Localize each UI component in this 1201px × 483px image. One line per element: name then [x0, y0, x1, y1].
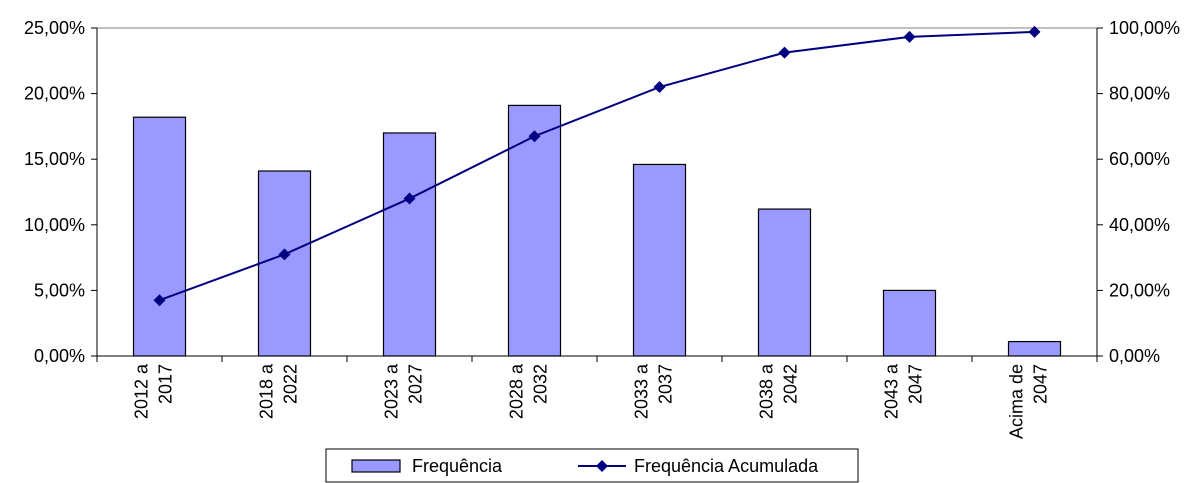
left-tick-label: 20,00% — [24, 84, 85, 104]
x-category-line: 2023 a — [382, 363, 402, 419]
bar — [882, 289, 937, 357]
x-category-line: 2018 a — [257, 363, 277, 419]
left-tick-label: 5,00% — [34, 280, 85, 300]
bar — [132, 116, 187, 357]
x-category-line: 2012 a — [132, 363, 152, 419]
x-category-line: 2047 — [906, 364, 926, 404]
legend-marker-swatch — [596, 460, 608, 472]
legend-label-frequencia: Frequência — [412, 456, 503, 476]
bar — [507, 104, 562, 357]
line-marker — [778, 46, 791, 59]
line-marker — [1028, 25, 1041, 38]
left-tick-label: 10,00% — [24, 215, 85, 235]
x-category-line: 2043 a — [882, 363, 902, 419]
line-marker — [278, 248, 291, 261]
x-axis: 2012 a 2017 2018 a 2022 2023 a 2027 2028 a 2032… — [96, 355, 1098, 439]
line-marker — [528, 130, 541, 143]
x-category-line: 2033 a — [632, 363, 652, 419]
right-tick-label: 0,00% — [1109, 346, 1160, 366]
left-tick-label: 15,00% — [24, 149, 85, 169]
plot-area — [96, 27, 1098, 357]
right-y-axis: 0,00% 20,00% 40,00% 60,00% 80,00% 100,00% — [1096, 18, 1180, 366]
line-marker — [903, 30, 916, 43]
bar — [382, 132, 437, 357]
line-series — [153, 25, 1041, 307]
x-category-line: 2027 — [406, 364, 426, 404]
right-tick-label: 60,00% — [1109, 149, 1170, 169]
left-tick-label: 0,00% — [34, 346, 85, 366]
bar — [1007, 340, 1062, 357]
x-category-line: 2042 — [781, 364, 801, 404]
plot-border — [96, 27, 1098, 357]
x-category-label: 2043 a 2047 — [882, 363, 926, 419]
x-category-label: 2018 a 2022 — [257, 363, 301, 419]
x-category-line: 2022 — [281, 364, 301, 404]
legend-label-acumulada: Frequência Acumulada — [634, 456, 819, 476]
legend-bar-swatch — [351, 459, 401, 473]
bar — [757, 208, 812, 357]
x-category-label: 2033 a 2037 — [632, 363, 676, 419]
x-category-line: 2017 — [156, 364, 176, 404]
line-marker — [153, 294, 166, 307]
line-marker — [403, 192, 416, 205]
right-tick-label: 20,00% — [1109, 280, 1170, 300]
x-category-label: 2023 a 2027 — [382, 363, 426, 419]
x-category-label: Acima de 2047 — [1007, 364, 1051, 439]
bar-series — [132, 104, 1062, 357]
right-tick-label: 40,00% — [1109, 215, 1170, 235]
left-y-axis: 0,00% 5,00% 10,00% 15,00% 20,00% 25,00% — [24, 18, 98, 366]
x-category-line: 2037 — [656, 364, 676, 404]
cumulative-line — [159, 30, 1035, 302]
right-tick-label: 80,00% — [1109, 84, 1170, 104]
left-tick-label: 25,00% — [24, 18, 85, 38]
line-marker — [653, 81, 666, 94]
x-category-line: Acima de — [1007, 364, 1027, 439]
legend: Frequência Frequência Acumulada — [325, 448, 859, 483]
x-category-label: 2012 a 2017 — [132, 363, 176, 419]
x-category-line: 2032 — [531, 364, 551, 404]
bar — [257, 170, 312, 357]
right-tick-label: 100,00% — [1109, 18, 1180, 38]
x-category-label: 2028 a 2032 — [507, 363, 551, 419]
x-category-line: 2028 a — [507, 363, 527, 419]
bar — [632, 163, 687, 357]
x-category-label: 2038 a 2042 — [757, 363, 801, 419]
x-category-line: 2038 a — [757, 363, 777, 419]
x-category-line: 2047 — [1031, 364, 1051, 404]
